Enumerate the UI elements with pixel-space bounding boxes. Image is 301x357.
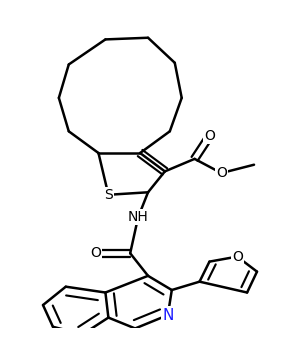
Text: O: O <box>90 246 101 260</box>
Text: S: S <box>104 188 113 202</box>
Text: O: O <box>204 129 215 143</box>
Text: O: O <box>216 166 227 180</box>
Text: O: O <box>232 250 243 263</box>
Text: N: N <box>162 308 173 323</box>
Text: NH: NH <box>128 210 148 224</box>
